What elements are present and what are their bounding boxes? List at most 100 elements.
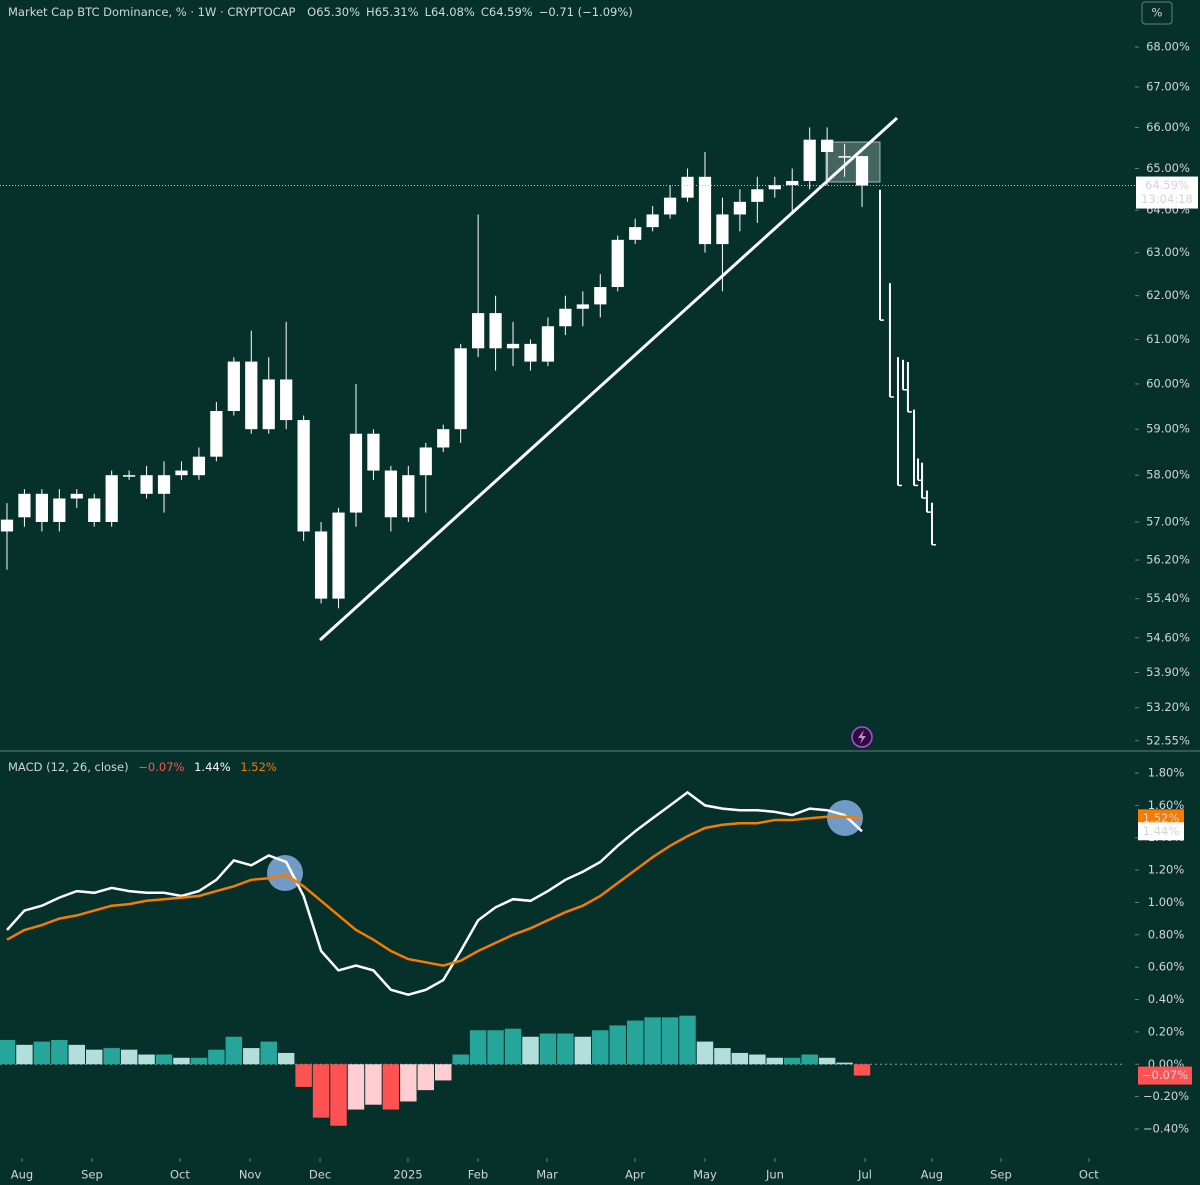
histogram-bar — [103, 1048, 120, 1065]
histogram-bar — [801, 1054, 818, 1065]
hist-label-box — [1138, 1066, 1192, 1085]
candle-body — [437, 429, 450, 448]
y-tick-label: 60.00% — [1146, 376, 1190, 390]
histogram-bar — [522, 1036, 539, 1065]
series-label: 1.44% — [1143, 824, 1180, 838]
y-tick-label: 55.40% — [1146, 591, 1190, 605]
scale-button[interactable] — [1141, 1, 1173, 25]
macd-y-tick-label: −0.40% — [1143, 1121, 1189, 1135]
series-label: 1.52% — [1143, 811, 1180, 825]
x-tick-label: Nov — [239, 1168, 262, 1182]
candle-body — [332, 512, 345, 599]
x-tick-label: May — [693, 1168, 717, 1182]
histogram-bar — [400, 1064, 417, 1102]
y-tick-label: 54.60% — [1146, 630, 1190, 644]
candle-body — [297, 420, 310, 532]
ohlc-value: 64.08% — [431, 5, 475, 19]
histogram-bar — [452, 1054, 469, 1065]
macd-y-tick-label: 0.80% — [1148, 927, 1185, 941]
candle-body — [454, 348, 467, 430]
histogram-bar — [277, 1052, 295, 1065]
histogram-bar — [68, 1044, 86, 1065]
x-tick-label: Aug — [921, 1168, 943, 1182]
x-tick-label: 2025 — [393, 1168, 422, 1182]
y-tick-label: 62.00% — [1146, 288, 1190, 302]
trend-line — [318, 116, 899, 642]
ohlc-key: L — [425, 5, 432, 19]
candle-body — [489, 313, 502, 349]
ohlc-value: 65.31% — [375, 5, 419, 19]
ohlc-key: C — [481, 5, 489, 19]
candle-body — [384, 470, 397, 518]
y-tick-label: 59.00% — [1146, 422, 1190, 436]
x-tick-label: Oct — [170, 1168, 190, 1182]
candle-body — [105, 475, 118, 522]
cross-marker — [267, 855, 303, 891]
macd-y-tick-label: 1.20% — [1148, 863, 1185, 877]
candle-body — [576, 304, 589, 309]
candle-body — [663, 197, 677, 215]
x-tick-label: Dec — [309, 1168, 331, 1182]
macd-y-tick-label: −0.20% — [1143, 1089, 1189, 1103]
histogram-bar — [818, 1057, 836, 1065]
candle-body — [349, 433, 363, 513]
candle-body — [175, 470, 188, 476]
candle-body — [611, 239, 624, 288]
ohlc-value: 65.30% — [316, 5, 360, 19]
histogram-bar — [382, 1064, 400, 1110]
y-tick-label: 61.00% — [1146, 332, 1190, 346]
cross-marker — [827, 800, 863, 836]
macd-y-tick-label: 0.40% — [1148, 992, 1185, 1006]
histogram-bar — [661, 1017, 679, 1065]
y-tick-label: 57.00% — [1146, 514, 1190, 528]
series-label-box — [1138, 822, 1184, 841]
histogram-bar — [0, 1039, 16, 1065]
scale-button-label[interactable]: % — [1152, 6, 1163, 20]
x-tick-label: Mar — [536, 1168, 558, 1182]
candle-body — [855, 156, 869, 186]
histogram-bar — [330, 1064, 347, 1126]
candle-body — [402, 475, 415, 518]
histogram-bar — [33, 1041, 51, 1065]
histogram-bar — [225, 1036, 243, 1065]
x-tick-label: Sep — [81, 1168, 103, 1182]
candle-body — [123, 475, 136, 477]
countdown: 13:04:18 — [1141, 192, 1193, 206]
histogram-bar — [731, 1052, 749, 1065]
y-tick-label: 68.00% — [1146, 40, 1190, 54]
candle-body — [88, 498, 101, 522]
candle-body — [629, 227, 642, 240]
candle-body — [314, 531, 328, 599]
histogram-bar — [626, 1020, 644, 1065]
candle-body — [698, 176, 712, 245]
histogram-bar — [16, 1044, 33, 1065]
hist-value: −0.07% — [138, 760, 184, 774]
hist-label: −0.07% — [1142, 1068, 1188, 1082]
macd-y-tick-label: 1.00% — [1148, 895, 1185, 909]
histogram-bar — [312, 1064, 330, 1118]
candle-body — [419, 447, 432, 476]
candle-body — [157, 475, 171, 494]
ohlc-key: O — [307, 5, 316, 19]
signal-value: 1.52% — [240, 760, 277, 774]
change: −0.71 (−1.09%) — [539, 5, 633, 19]
macd-y-tick-label: 1.80% — [1148, 766, 1185, 780]
histogram-bar — [86, 1049, 103, 1065]
candle-body — [18, 493, 31, 518]
candle-body — [646, 214, 659, 228]
candle-body — [786, 180, 799, 186]
macd-legend: MACD (12, 26, close) −0.07% 1.44% 1.52% — [8, 760, 277, 774]
macd-line — [6, 790, 863, 996]
histogram-bar — [644, 1017, 661, 1065]
histogram-bar — [190, 1057, 208, 1065]
histogram-bar — [766, 1057, 784, 1065]
candle-body — [768, 185, 781, 190]
histogram-bar — [120, 1049, 138, 1065]
y-tick-label: 52.55% — [1146, 733, 1190, 747]
candle-body — [838, 156, 851, 158]
candle-body — [0, 519, 14, 532]
histogram-bar — [539, 1033, 557, 1065]
histogram-bar — [365, 1064, 382, 1105]
macd-value: 1.44% — [194, 760, 231, 774]
macd-y-tick-label: 0.20% — [1148, 1024, 1185, 1038]
